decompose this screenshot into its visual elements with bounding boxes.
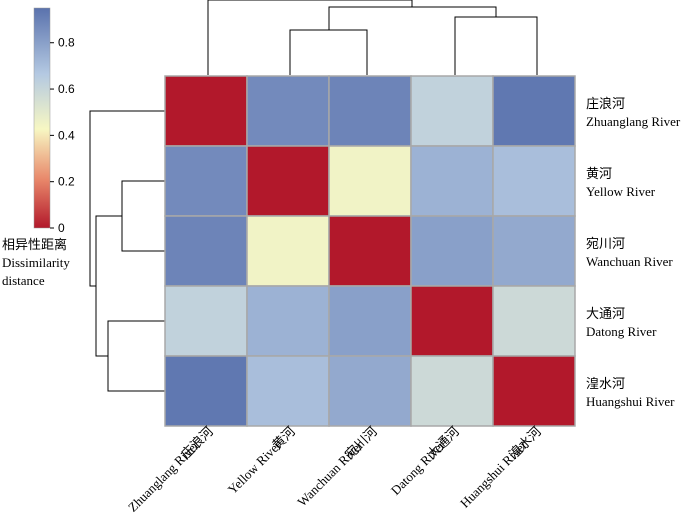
row-label-en: Datong River xyxy=(586,324,657,339)
column-label-en: Huangshui River xyxy=(457,437,531,511)
heatmap-cell xyxy=(492,75,576,147)
heatmap-cell xyxy=(410,145,494,217)
colorbar-label-zh: 相异性距离 xyxy=(2,237,67,252)
heatmap-cell xyxy=(492,215,576,287)
heatmap-cell xyxy=(492,285,576,357)
heatmap-cell xyxy=(328,145,412,217)
colorbar: 0 0.2 0.4 0.6 0.8 相异性距离 Dissimilarity distan… xyxy=(2,7,75,288)
column-label-en: Zhuanglang River xyxy=(125,437,203,515)
heatmap-cell xyxy=(246,215,330,287)
colorbar-tick-label: 0.6 xyxy=(58,82,75,96)
column-label-en: Wanchuan River xyxy=(294,437,366,509)
colorbar-tick-label: 0.4 xyxy=(58,128,75,142)
heatmap-cell xyxy=(246,75,330,147)
colorbar-tick-label: 0.8 xyxy=(58,36,75,50)
row-label-en: Yellow River xyxy=(586,184,656,199)
heatmap-cell xyxy=(410,75,494,147)
heatmap-cell xyxy=(246,355,330,427)
heatmap-cell xyxy=(164,285,248,357)
heatmap-cell xyxy=(492,355,576,427)
row-labels: 庄浪河 Zhuanglang River 黄河 Yellow River 宛川河 Wanc… xyxy=(586,96,681,409)
colorbar-ticks: 0 0.2 0.4 0.6 0.8 xyxy=(50,36,75,235)
row-label-en: Wanchuan River xyxy=(586,254,673,269)
heatmap-cell xyxy=(328,355,412,427)
top-dendrogram xyxy=(207,0,538,75)
colorbar-tick-label: 0.2 xyxy=(58,175,75,189)
row-label-zh: 湟水河 xyxy=(586,376,625,391)
colorbar-gradient xyxy=(33,7,51,229)
colorbar-label-en-line1: Dissimilarity xyxy=(2,255,70,270)
heatmap-cell xyxy=(164,75,248,147)
heatmap-cell xyxy=(246,145,330,217)
row-label-zh: 庄浪河 xyxy=(586,96,625,111)
column-label-en: Datong River xyxy=(388,437,449,498)
heatmap-cell xyxy=(328,285,412,357)
heatmap-cell xyxy=(164,145,248,217)
column-label-en: Yellow River xyxy=(225,437,285,497)
row-label-zh: 黄河 xyxy=(586,166,612,181)
heatmap-grid xyxy=(164,75,576,427)
heatmap-cell xyxy=(328,215,412,287)
colorbar-label-en-line2: distance xyxy=(2,273,45,288)
heatmap-cell xyxy=(410,215,494,287)
heatmap-cell xyxy=(164,355,248,427)
left-dendrogram xyxy=(89,110,165,392)
heatmap-cell xyxy=(328,75,412,147)
heatmap-cell xyxy=(246,285,330,357)
colorbar-tick-label: 0 xyxy=(58,221,65,235)
heatmap-cell xyxy=(410,355,494,427)
row-label-zh: 宛川河 xyxy=(586,236,625,251)
heatmap-cell xyxy=(164,215,248,287)
row-label-en: Zhuanglang River xyxy=(586,114,681,129)
heatmap-cell xyxy=(410,285,494,357)
heatmap-cell xyxy=(492,145,576,217)
row-label-en: Huangshui River xyxy=(586,394,675,409)
row-label-zh: 大通河 xyxy=(586,306,625,321)
